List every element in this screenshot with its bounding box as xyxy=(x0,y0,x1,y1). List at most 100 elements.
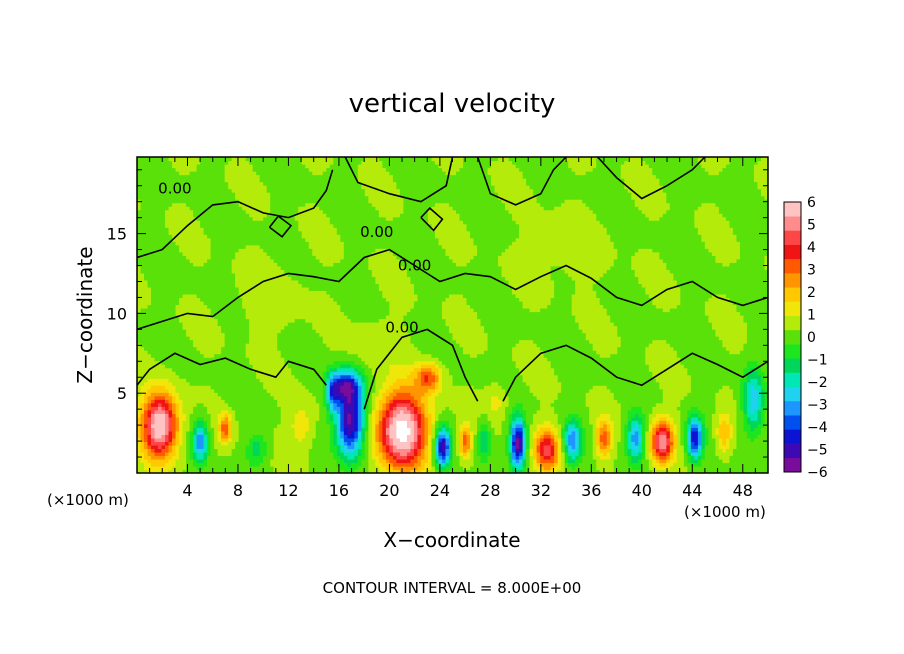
heatmap-cell xyxy=(326,388,331,393)
heatmap-cell xyxy=(193,434,198,439)
heatmap-cell xyxy=(312,406,317,411)
heatmap-cell xyxy=(301,283,306,288)
heatmap-cell xyxy=(182,244,187,249)
heatmap-cell xyxy=(249,441,254,446)
heatmap-cell xyxy=(203,220,208,225)
heatmap-cell xyxy=(256,262,261,267)
heatmap-cell xyxy=(322,171,327,176)
heatmap-cell xyxy=(291,262,296,267)
heatmap-cell xyxy=(203,202,208,207)
heatmap-cell xyxy=(221,237,226,242)
heatmap-cell xyxy=(217,364,222,369)
heatmap-cell xyxy=(158,220,163,225)
heatmap-cell xyxy=(231,279,236,284)
heatmap-cell xyxy=(154,420,159,425)
heatmap-cell xyxy=(151,202,156,207)
heatmap-cell xyxy=(301,392,306,397)
heatmap-cell xyxy=(200,343,205,348)
heatmap-cell xyxy=(228,178,233,183)
heatmap-cell xyxy=(231,262,236,267)
heatmap-cell xyxy=(277,230,282,235)
heatmap-cell xyxy=(301,297,306,302)
heatmap-cell xyxy=(287,304,292,309)
heatmap-cell xyxy=(154,248,159,253)
heatmap-cell xyxy=(245,290,250,295)
heatmap-cell xyxy=(280,427,285,432)
heatmap-cell xyxy=(298,199,303,204)
heatmap-cell xyxy=(249,357,254,362)
heatmap-cell xyxy=(200,395,205,400)
heatmap-cell xyxy=(329,409,334,414)
heatmap-cell xyxy=(315,381,320,386)
heatmap-cell xyxy=(301,293,306,299)
heatmap-cell xyxy=(287,223,292,228)
heatmap-cell xyxy=(322,192,327,197)
heatmap-cell xyxy=(235,388,240,393)
heatmap-cell xyxy=(182,171,187,176)
heatmap-cell xyxy=(270,251,275,256)
heatmap-cell xyxy=(287,311,292,316)
heatmap-cell xyxy=(210,255,215,260)
heatmap-cell xyxy=(273,185,278,190)
heatmap-cell xyxy=(238,318,243,323)
heatmap-cell xyxy=(224,465,229,471)
heatmap-cell xyxy=(312,423,317,428)
heatmap-cell xyxy=(158,413,163,418)
heatmap-cell xyxy=(259,171,264,176)
heatmap-cell xyxy=(322,364,327,369)
heatmap-cell xyxy=(154,444,159,450)
heatmap-cell xyxy=(266,286,271,292)
heatmap-cell xyxy=(263,336,268,341)
heatmap-cell xyxy=(182,283,187,288)
heatmap-cell xyxy=(263,164,268,169)
heatmap-cell xyxy=(207,402,212,407)
heatmap-cell xyxy=(235,416,240,421)
heatmap-cell xyxy=(221,283,226,288)
heatmap-cell xyxy=(231,353,236,358)
heatmap-cell xyxy=(151,465,156,471)
heatmap-cell xyxy=(277,455,282,460)
heatmap-cell xyxy=(172,265,177,270)
heatmap-cell xyxy=(214,178,219,183)
heatmap-cell xyxy=(172,318,177,323)
heatmap-cell xyxy=(266,395,271,400)
heatmap-cell xyxy=(326,360,331,365)
heatmap-cell xyxy=(158,164,163,169)
heatmap-cell xyxy=(210,427,215,432)
heatmap-cell xyxy=(242,269,247,274)
heatmap-cell xyxy=(196,300,201,306)
heatmap-cell xyxy=(193,178,198,183)
heatmap-cell xyxy=(168,234,173,239)
heatmap-cell xyxy=(189,381,194,386)
heatmap-cell xyxy=(242,357,247,362)
heatmap-cell xyxy=(189,325,194,330)
heatmap-cell xyxy=(266,430,271,435)
heatmap-cell xyxy=(242,283,247,288)
heatmap-cell xyxy=(137,181,142,186)
heatmap-cell xyxy=(196,423,201,428)
heatmap-cell xyxy=(326,241,331,246)
heatmap-cell xyxy=(147,381,152,386)
heatmap-cell xyxy=(235,367,240,372)
heatmap-cell xyxy=(273,346,278,351)
heatmap-cell xyxy=(207,185,212,190)
heatmap-cell xyxy=(329,385,334,390)
heatmap-cell xyxy=(151,237,156,242)
heatmap-cell xyxy=(277,157,282,162)
heatmap-cell xyxy=(284,255,289,260)
heatmap-cell xyxy=(319,216,324,221)
heatmap-cell xyxy=(305,395,310,400)
heatmap-cell xyxy=(312,395,317,400)
heatmap-cell xyxy=(161,322,166,327)
heatmap-cell xyxy=(270,188,275,193)
heatmap-cell xyxy=(326,216,331,221)
heatmap-cell xyxy=(203,346,208,351)
heatmap-cell xyxy=(231,437,236,442)
heatmap-cell xyxy=(273,293,278,299)
heatmap-cell xyxy=(196,241,201,246)
heatmap-cell xyxy=(273,427,278,432)
heatmap-cell xyxy=(259,406,264,411)
heatmap-cell xyxy=(294,353,299,358)
heatmap-cell xyxy=(154,430,159,435)
heatmap-cell xyxy=(179,329,184,334)
